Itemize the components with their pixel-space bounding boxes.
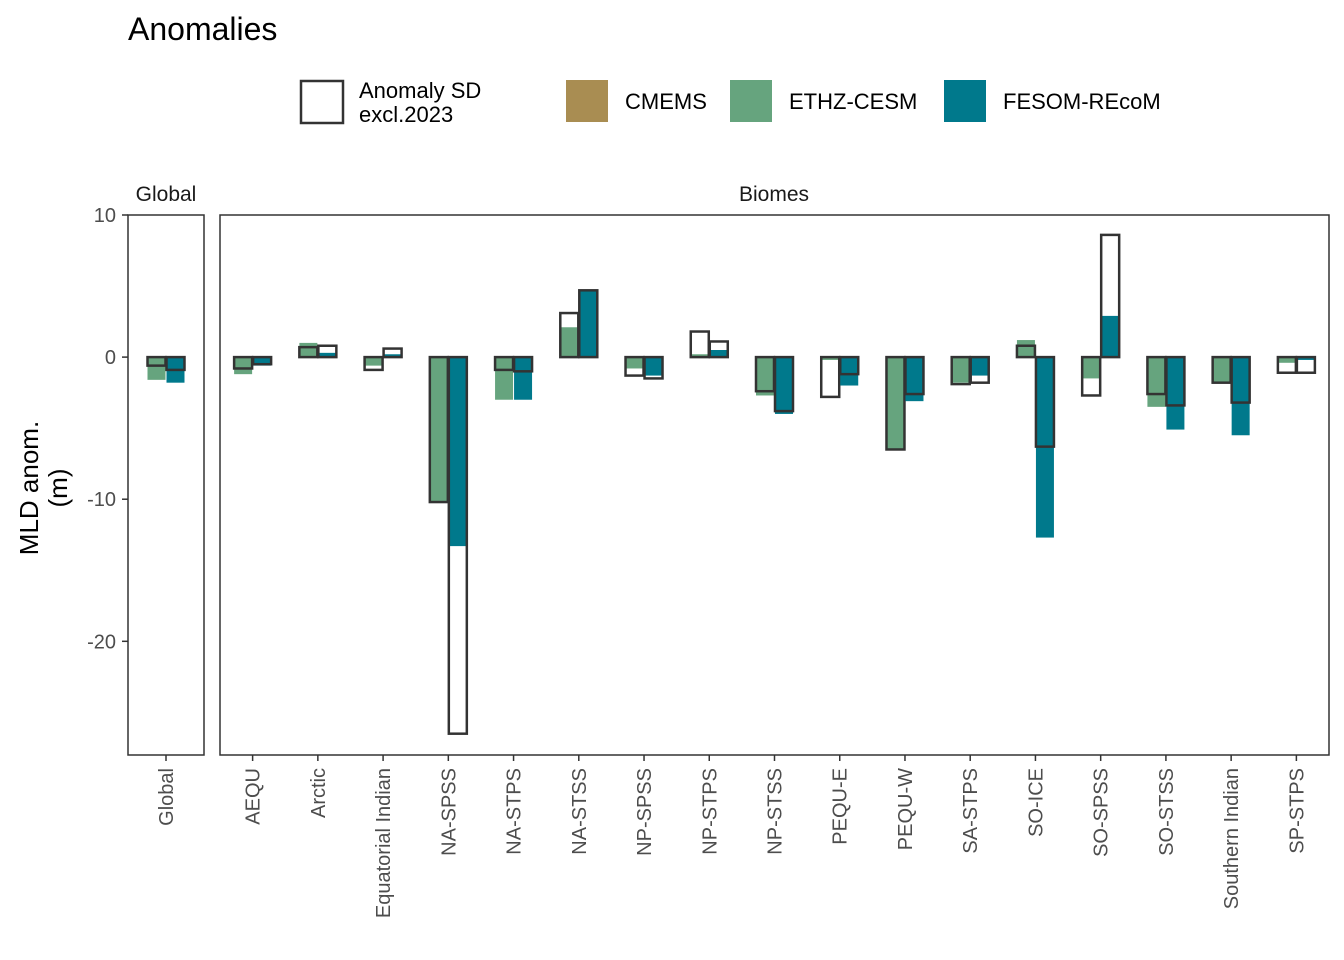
bar-fesom-recom-pequ-e	[840, 357, 859, 386]
y-tick-label: -20	[87, 631, 116, 653]
bar-fesom-recom-np-stps	[709, 350, 728, 358]
sd-outline-ethz-cesm-so-ice	[1015, 344, 1037, 359]
x-tick-label-arctic: Arctic	[308, 768, 330, 818]
x-tick-label-equatorial-indian: Equatorial Indian	[373, 768, 395, 918]
bar-ethz-cesm-np-stps	[690, 354, 709, 358]
bar-ethz-cesm-sa-stps	[951, 357, 970, 383]
legend-sd-label-line2: excl.2023	[359, 102, 453, 127]
x-tick-label-global: Global	[156, 768, 178, 826]
sd-outline-fesom-recom-np-spss	[643, 355, 664, 380]
x-tick-label-pequ-e: PEQU-E	[830, 768, 852, 845]
bar-fesom-recom-southern-indian	[1231, 357, 1250, 436]
bar-ethz-cesm-equatorial-indian	[364, 357, 383, 366]
x-tick-label-np-stss: NP-STSS	[765, 768, 787, 855]
bar-fesom-recom-np-stss	[775, 357, 793, 414]
bar-fesom-recom-na-spss	[448, 357, 467, 547]
sd-outline-fesom-recom-global	[165, 355, 186, 372]
strip-label-biomes: Biomes	[739, 183, 809, 206]
x-tick-label-so-ice: SO-ICE	[1025, 768, 1047, 837]
legend-fesom-recom-label: FESOM-REcoM	[1003, 89, 1161, 114]
y-axis-title-line2: (m)	[43, 469, 73, 508]
sd-outline-fesom-recom-pequ-w	[904, 355, 925, 396]
bar-fesom-recom-so-spss	[1101, 315, 1120, 358]
x-tick-label-sa-stps: SA-STPS	[960, 768, 982, 854]
sd-outline-fesom-recom-equatorial-indian	[382, 347, 403, 359]
sd-outline-fesom-recom-np-stps	[708, 340, 730, 359]
bar-fesom-recom-na-stps	[514, 357, 533, 400]
sd-outline-fesom-recom-aequ	[251, 355, 273, 366]
bar-ethz-cesm-arctic	[299, 342, 318, 358]
x-tick-label-np-stps: NP-STPS	[699, 768, 721, 855]
sd-outline-ethz-cesm-np-stps	[689, 330, 711, 359]
y-tick-label: -10	[87, 489, 116, 511]
sd-outline-fesom-recom-so-stss	[1165, 355, 1186, 407]
bar-ethz-cesm-so-stss	[1147, 357, 1166, 407]
panel-border-global	[127, 214, 205, 756]
sd-outline-fesom-recom-pequ-e	[838, 355, 860, 376]
sd-outline-fesom-recom-so-ice	[1034, 355, 1056, 448]
chart-title: Anomalies	[128, 11, 277, 47]
legend-ethz-cesm-key	[730, 80, 772, 122]
sd-outline-ethz-cesm-equatorial-indian	[363, 355, 384, 372]
y-axis-title-line1: MLD anom.	[14, 421, 44, 555]
bar-ethz-cesm-so-spss	[1082, 357, 1101, 379]
x-tick-label-na-spss: NA-SPSS	[438, 768, 460, 856]
bar-ethz-cesm-aequ	[234, 357, 253, 375]
bar-fesom-recom-sp-stps	[1296, 357, 1315, 360]
legend-fesom-recom-key	[944, 80, 986, 122]
bar-ethz-cesm-na-stss	[560, 327, 579, 358]
bar-ethz-cesm-global	[147, 357, 166, 380]
bar-fesom-recom-pequ-w	[905, 357, 924, 402]
x-tick-label-na-stps: NA-STPS	[504, 768, 526, 855]
legend-sd-label-line1: Anomaly SD	[359, 78, 481, 103]
panel-border-biomes	[219, 214, 1330, 756]
legend-cmems-label: CMEMS	[625, 89, 707, 114]
legend-cmems-key	[566, 80, 608, 122]
bar-fesom-recom-so-stss	[1166, 357, 1185, 430]
x-tick-label-southern-indian: Southern Indian	[1221, 768, 1243, 909]
sd-outline-ethz-cesm-pequ-w	[885, 355, 906, 451]
bar-ethz-cesm-so-ice	[1016, 340, 1035, 358]
legend-sd-key	[299, 79, 345, 125]
legend-ethz-cesm-label: ETHZ-CESM	[789, 89, 917, 114]
legend: Anomaly SD excl.2023 CMEMS ETHZ-CESM FES…	[299, 78, 1161, 127]
sd-outline-fesom-recom-np-stss	[773, 355, 795, 413]
sd-outline-fesom-recom-na-spss	[447, 355, 469, 735]
bar-ethz-cesm-np-stss	[756, 357, 774, 396]
x-tick-label-np-spss: NP-SPSS	[634, 768, 656, 856]
bar-fesom-recom-equatorial-indian	[383, 354, 402, 358]
sd-outline-fesom-recom-so-spss	[1099, 233, 1121, 359]
strip-label-global: Global	[136, 183, 197, 206]
bar-ethz-cesm-southern-indian	[1212, 357, 1231, 383]
x-tick-label-so-stss: SO-STSS	[1156, 768, 1178, 856]
sd-outline-fesom-recom-sp-stps	[1295, 355, 1317, 374]
y-tick-label: 0	[105, 347, 116, 369]
sd-outline-fesom-recom-na-stss	[578, 289, 599, 359]
x-tick-label-aequ: AEQU	[243, 768, 265, 825]
x-tick-label-pequ-w: PEQU-W	[895, 768, 917, 850]
bar-ethz-cesm-sp-stps	[1277, 357, 1296, 363]
sd-outline-fesom-recom-na-stps	[512, 355, 534, 373]
bar-fesom-recom-arctic	[318, 352, 337, 358]
bar-ethz-cesm-na-spss	[429, 357, 448, 503]
sd-outline-ethz-cesm-pequ-e	[819, 355, 841, 399]
bar-ethz-cesm-pequ-e	[821, 357, 840, 360]
x-tick-label-so-spss: SO-SPSS	[1091, 768, 1113, 857]
y-tick-label: 10	[94, 205, 116, 227]
bar-fesom-recom-na-stss	[579, 290, 598, 358]
x-tick-label-na-stss: NA-STSS	[569, 768, 591, 855]
x-tick-label-sp-stps: SP-STPS	[1286, 768, 1308, 854]
sd-outline-fesom-recom-arctic	[317, 344, 338, 359]
bar-fesom-recom-sa-stps	[970, 357, 989, 376]
bar-fesom-recom-aequ	[253, 357, 272, 366]
bar-ethz-cesm-np-spss	[625, 357, 644, 369]
sd-outline-fesom-recom-southern-indian	[1230, 355, 1251, 404]
bar-ethz-cesm-na-stps	[495, 357, 514, 400]
sd-outline-fesom-recom-sa-stps	[969, 355, 990, 384]
bar-fesom-recom-np-spss	[644, 357, 663, 376]
bar-ethz-cesm-pequ-w	[886, 357, 905, 450]
sd-outline-ethz-cesm-so-spss	[1080, 355, 1102, 397]
